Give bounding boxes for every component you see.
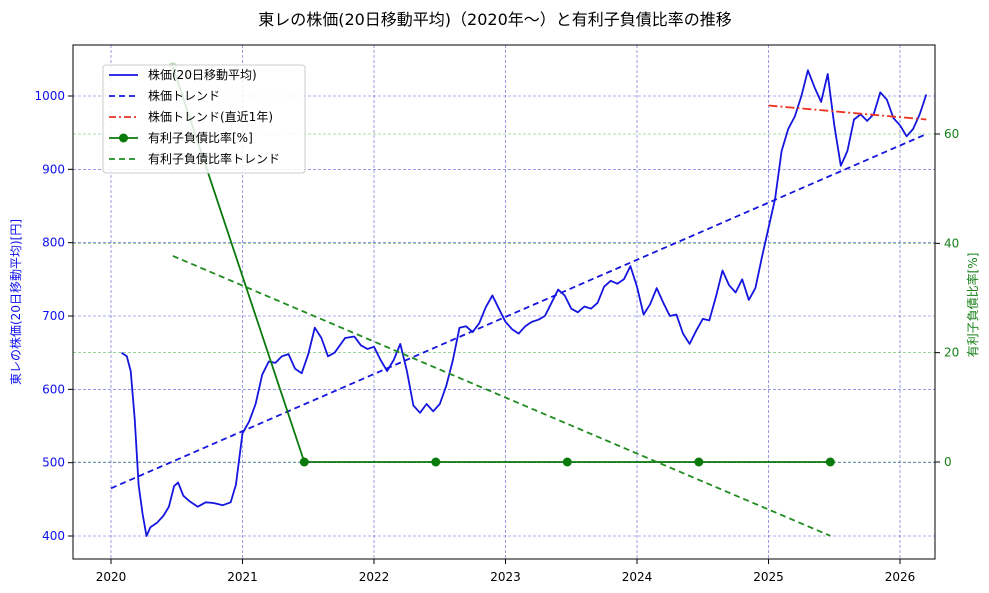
data-point-marker (694, 457, 704, 467)
x-axis-ticks: 2020 2021 2022 2023 2024 2025 2026 (96, 559, 916, 584)
chart-title: 東レの株価(20日移動平均)（2020年～）と有利子負債比率の推移 (258, 10, 732, 29)
series-line (171, 66, 831, 463)
left-tick-label: 700 (42, 309, 65, 323)
x-tick-label: 2022 (359, 570, 390, 584)
x-tick-label: 2026 (885, 570, 916, 584)
data-point-marker (562, 457, 572, 467)
left-y-axis-label: 東レの株価(20日移動平均)[円] (8, 219, 23, 385)
right-tick-label: 20 (944, 346, 959, 360)
series-line (768, 104, 927, 121)
left-tick-label: 400 (42, 529, 65, 543)
x-tick-label: 2020 (96, 570, 127, 584)
left-y-axis-ticks: 400 500 600 700 800 900 1000 (34, 89, 73, 543)
series-line (120, 69, 928, 537)
x-tick-label: 2021 (227, 570, 258, 584)
legend-label: 株価(20日移動平均) (148, 67, 257, 82)
data-point-marker (299, 457, 309, 467)
x-tick-label: 2024 (622, 570, 653, 584)
series-line (172, 255, 831, 537)
left-tick-label: 500 (42, 456, 65, 470)
series-line (110, 133, 927, 490)
right-tick-label: 0 (944, 455, 952, 469)
right-tick-label: 40 (944, 236, 959, 250)
legend-label: 有利子負債比率[%] (148, 130, 253, 145)
legend-box (102, 64, 306, 174)
data-point-marker (431, 457, 441, 467)
right-y-axis-label: 有利子負債比率[%] (965, 253, 980, 358)
left-tick-label: 800 (42, 236, 65, 250)
legend-label: 株価トレンド (148, 88, 220, 103)
x-tick-label: 2023 (490, 570, 521, 584)
legend-label: 有利子負債比率トレンド (148, 151, 280, 166)
right-tick-label: 60 (944, 127, 959, 141)
left-tick-label: 900 (42, 162, 65, 176)
legend-marker (119, 133, 128, 143)
left-tick-label: 1000 (34, 89, 65, 103)
plot-area-frame (72, 44, 936, 560)
data-point-marker (825, 457, 835, 467)
right-y-axis-ticks: 0 20 40 60 (935, 127, 959, 469)
left-tick-label: 600 (42, 382, 65, 396)
x-tick-label: 2025 (753, 570, 784, 584)
legend-label: 株価トレンド(直近1年) (148, 109, 273, 124)
